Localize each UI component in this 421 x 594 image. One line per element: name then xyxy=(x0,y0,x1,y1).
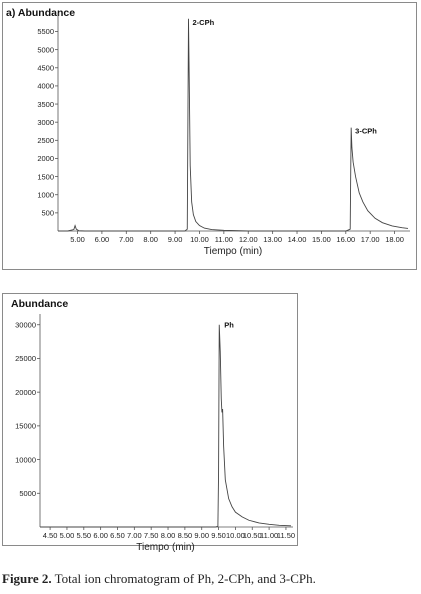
chart-a-y-tick-label: 5500 xyxy=(37,27,54,36)
chart-b-y-tick-label: 5000 xyxy=(19,489,36,498)
chromatogram-b-svg: Abundance 5000 10000 15000 20000 25000 30000 4.… xyxy=(11,298,295,553)
chart-a-x-tick-label: 15.00 xyxy=(312,235,331,244)
chart-a-title: a) Abundance xyxy=(6,7,75,19)
chart-a-x-tick-label: 7.00 xyxy=(119,235,134,244)
chart-a-y-tick-label: 4000 xyxy=(37,82,54,91)
chart-b-x-tick-label: 10.00 xyxy=(226,531,245,540)
chart-a-y-tick-label: 2500 xyxy=(37,136,54,145)
chart-a-y-tick-label: 500 xyxy=(41,209,54,218)
chart-b-x-tick-label: 8.50 xyxy=(178,531,193,540)
chart-a-y-tick-label: 4500 xyxy=(37,63,54,72)
chart-a-y-tick-label: 1000 xyxy=(37,190,54,199)
chart-b-y-tick-label: 25000 xyxy=(15,354,36,363)
chart-a-x-tick-label: 10.00 xyxy=(190,235,209,244)
chart-b-x-tick-label: 9.50 xyxy=(211,531,226,540)
chart-a-x-tick-label: 14.00 xyxy=(288,235,307,244)
chart-a-peak-label: 3-CPh xyxy=(355,127,377,136)
chart-a-y-tick-label: 1500 xyxy=(37,172,54,181)
chart-a-x-tick-label: 13.00 xyxy=(263,235,282,244)
chart-a-x-tick-label: 8.00 xyxy=(143,235,158,244)
chromatogram-panel-b: Abundance 5000 10000 15000 20000 25000 30000 4.… xyxy=(2,293,298,553)
chart-a-y-tick-label: 2000 xyxy=(37,154,54,163)
chart-a-x-tick-label: 11.00 xyxy=(215,235,233,244)
chart-b-x-tick-label: 8.00 xyxy=(161,531,176,540)
chromatogram-panel-a: a) Abundance 500 1000 1500 2000 2500 3000 3500 4… xyxy=(2,2,417,270)
chart-b-x-tick-label: 10.50 xyxy=(243,531,262,540)
chart-b-y-tick-label: 15000 xyxy=(15,422,36,431)
chart-b-title: Abundance xyxy=(11,298,68,310)
caption-label: Figure 2. xyxy=(2,571,52,586)
chart-b-x-tick-label: 6.00 xyxy=(93,531,108,540)
chart-a-y-tick-label: 5000 xyxy=(37,45,54,54)
chart-b-x-tick-label: 4.50 xyxy=(43,531,58,540)
chart-a-x-tick-label: 18.00 xyxy=(385,235,404,244)
chromatogram-a-svg: a) Abundance 500 1000 1500 2000 2500 3000 3500 4… xyxy=(6,7,410,257)
chart-b-x-tick-label: 7.00 xyxy=(127,531,142,540)
chart-a-x-tick-label: 9.00 xyxy=(168,235,183,244)
chart-b-x-tick-label: 9.00 xyxy=(194,531,209,540)
chart-b-x-tick-label: 5.50 xyxy=(76,531,91,540)
chart-b-trace xyxy=(40,324,292,528)
chart-b-x-tick-label: 6.50 xyxy=(110,531,125,540)
chart-b-x-tick-label: 11.50 xyxy=(277,531,295,540)
chart-b-x-axis-title: Tiempo (min) xyxy=(136,542,195,553)
chart-b-y-tick-label: 10000 xyxy=(15,455,36,464)
chart-b-x-tick-label: 7.50 xyxy=(144,531,159,540)
chart-a-peak-label: 2-CPh xyxy=(192,18,214,27)
chart-a-x-tick-label: 16.00 xyxy=(336,235,355,244)
chart-a-trace xyxy=(58,18,409,232)
chart-a-x-axis-title: Tiempo (min) xyxy=(204,246,263,257)
chart-b-y-tick-label: 30000 xyxy=(15,320,36,329)
chart-a-x-tick-label: 5.00 xyxy=(70,235,85,244)
chart-a-y-tick-label: 3500 xyxy=(37,100,54,109)
chart-b-y-tick-label: 20000 xyxy=(15,388,36,397)
chart-b-x-tick-label: 5.00 xyxy=(60,531,75,540)
chart-b-x-tick-label: 11.00 xyxy=(260,531,278,540)
chart-a-x-tick-label: 12.00 xyxy=(239,235,258,244)
figure-caption: Figure 2. Total ion chromatogram of Ph, … xyxy=(2,571,418,587)
chart-a-x-tick-label: 17.00 xyxy=(361,235,380,244)
caption-text: Total ion chromatogram of Ph, 2-CPh, and… xyxy=(51,571,316,586)
chart-a-x-tick-label: 6.00 xyxy=(95,235,110,244)
chart-a-y-tick-label: 3000 xyxy=(37,118,54,127)
chart-b-peak-label: Ph xyxy=(224,320,234,329)
